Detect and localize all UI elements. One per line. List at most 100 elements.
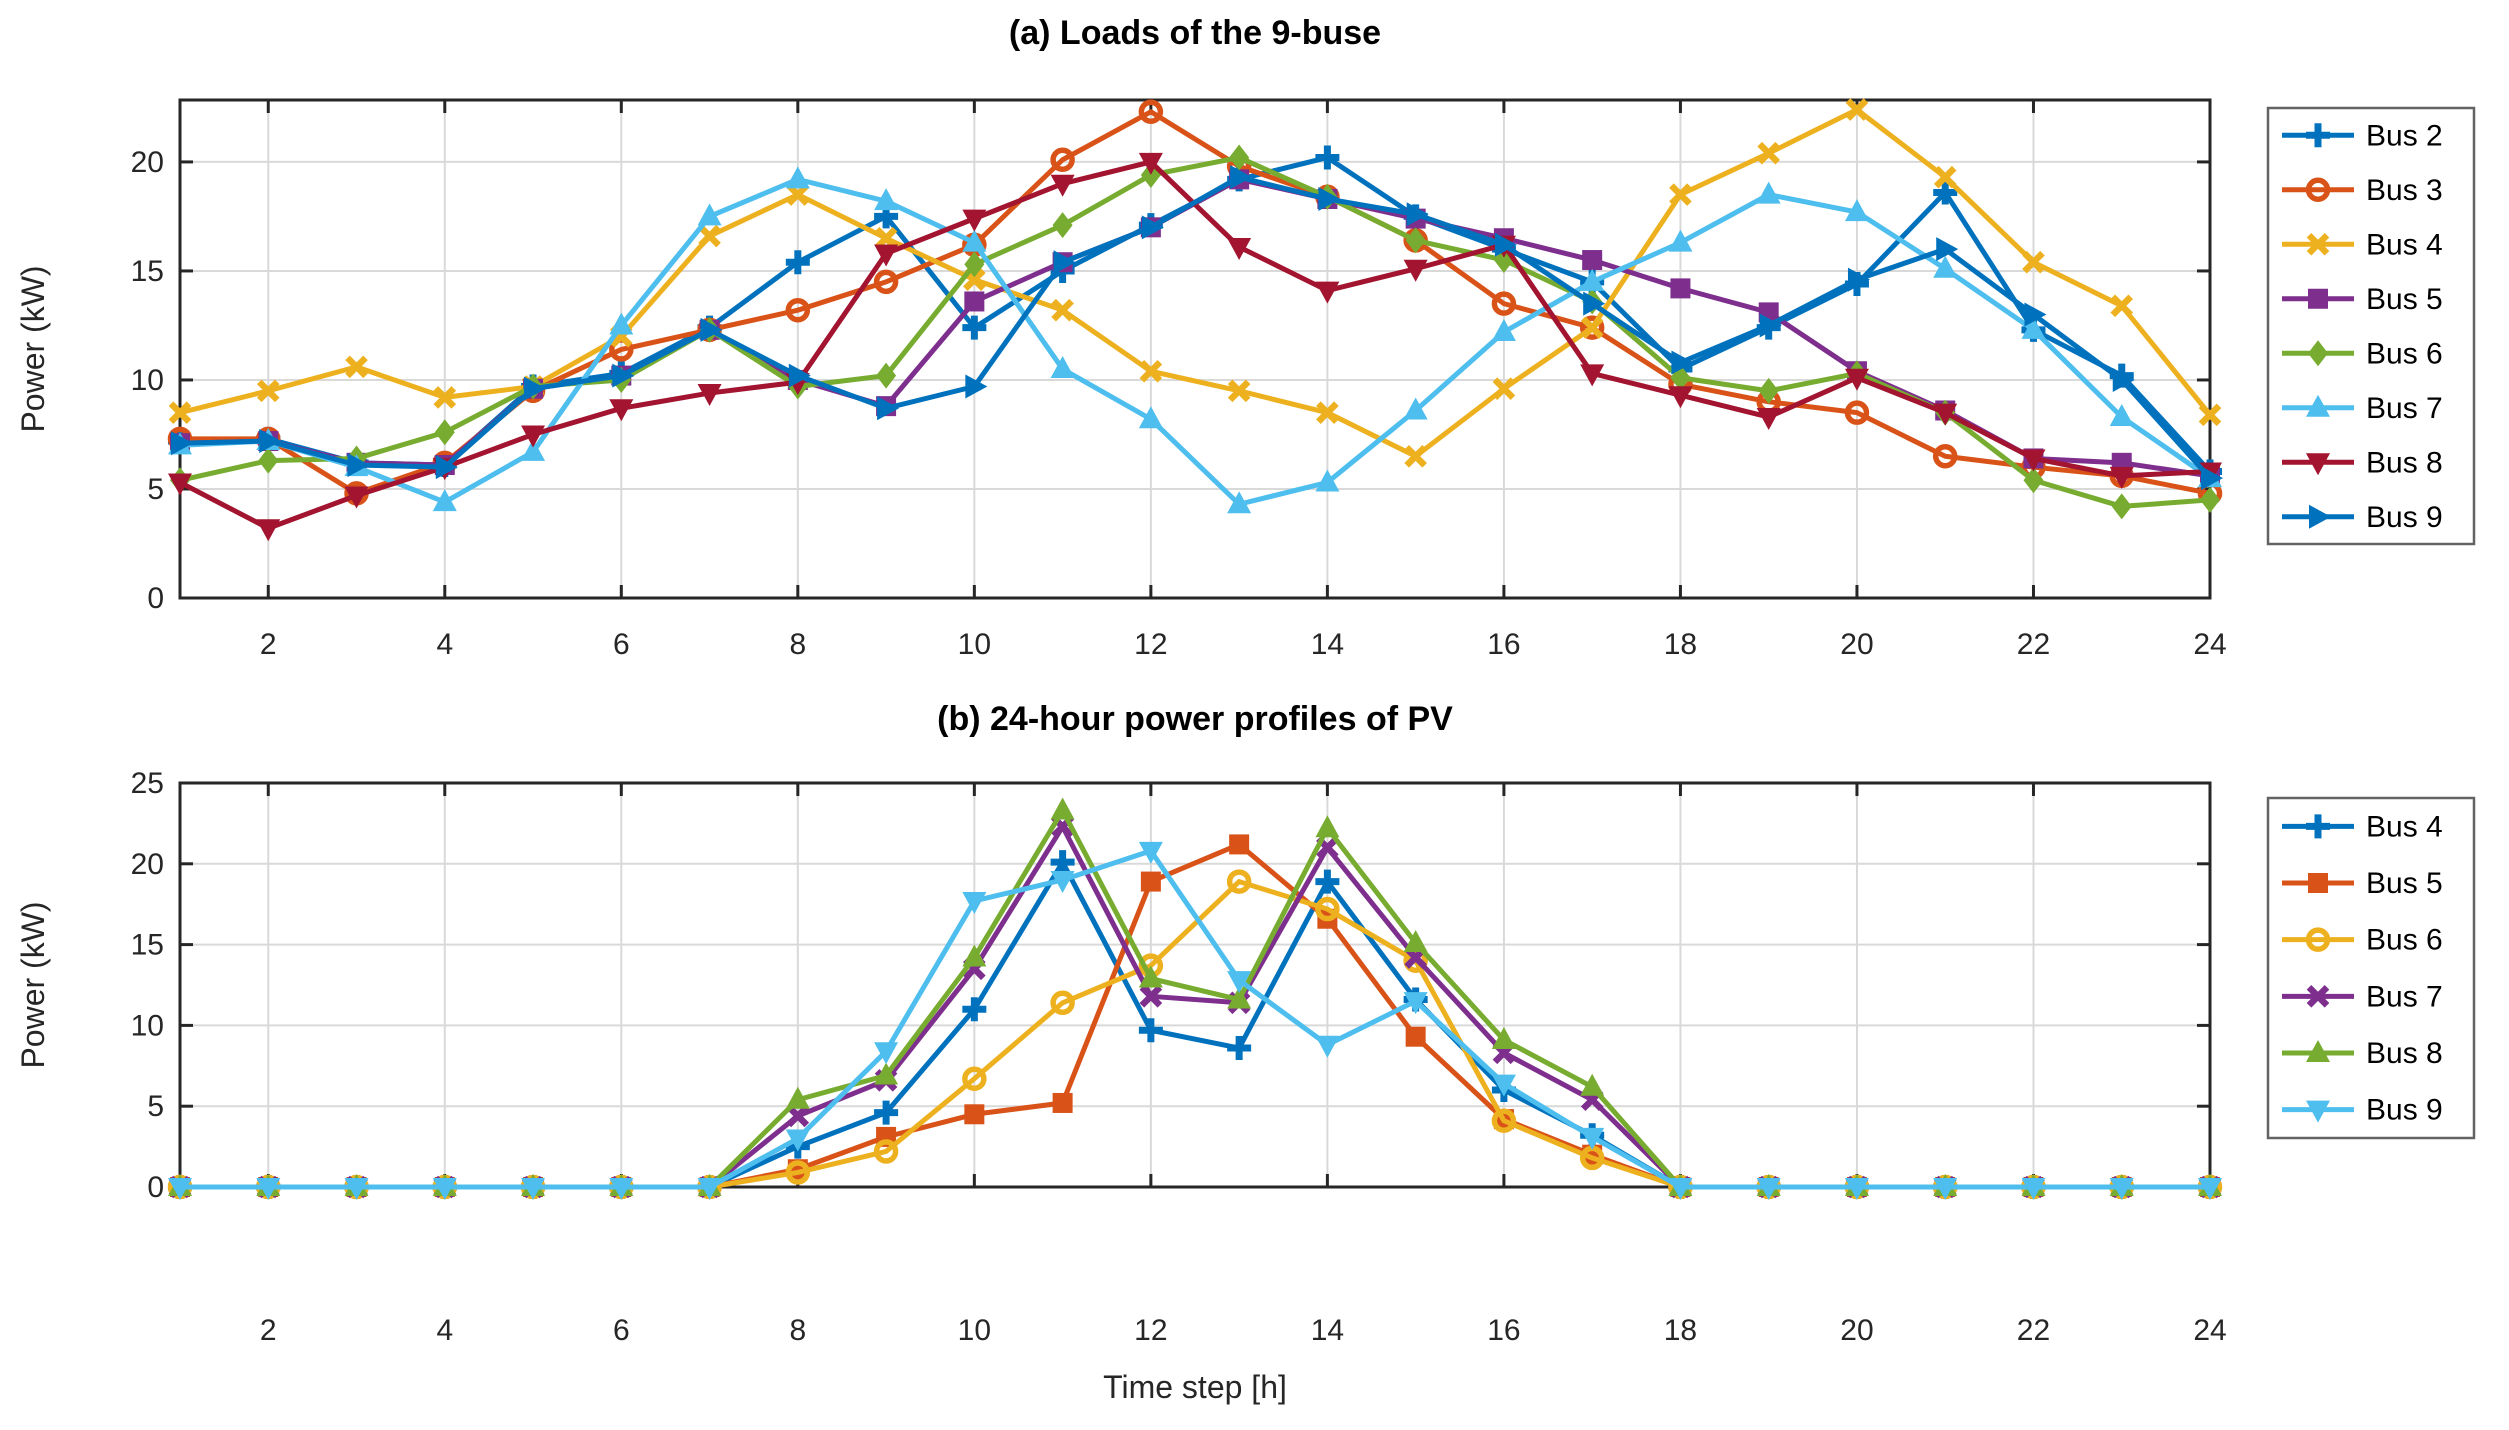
data-point [1933,165,1957,189]
x-tick-label: 24 [2193,628,2226,661]
data-point [1491,318,1516,341]
data-point [1138,152,1163,175]
data-point [1053,250,1076,275]
y-tick-label: 20 [131,848,164,881]
data-point [1140,871,1161,892]
x-tick-label: 22 [2017,1314,2050,1347]
data-point [256,519,281,542]
y-tick-label: 25 [131,767,164,800]
data-point [1315,145,1340,170]
data-point [1580,364,1605,387]
x-tick-label: 10 [958,1314,991,1347]
data-point [1933,403,1958,426]
data-point [962,315,987,340]
data-point [1492,377,1516,400]
legend-marker-circle-icon [2305,927,2331,952]
data-point [524,376,547,401]
x-tick-label: 2 [260,1314,277,1347]
data-point [1315,869,1340,894]
data-point [1582,250,1603,271]
legend-marker-plus-icon [2306,814,2330,839]
data-point [1403,929,1428,952]
data-point [433,386,457,409]
data-point [874,1042,899,1065]
data-point [962,209,987,232]
legend-marker-square-icon [2308,873,2328,893]
legend-label: Bus 6 [2366,924,2443,957]
data-point [785,1129,810,1152]
data-point [1138,965,1163,988]
legend-item: Bus 3 [2282,174,2443,207]
data-point [168,473,192,496]
x-tick-label: 4 [436,628,453,661]
x-tick-label: 8 [789,1314,806,1347]
legend-label: Bus 9 [2366,1094,2443,1127]
data-point [1227,379,1251,403]
data-point [1759,313,1782,338]
x-tick-label: 4 [436,1314,453,1347]
data-point [1226,869,1252,894]
data-point [1670,278,1691,299]
legend-marker-x-icon [2306,232,2330,256]
y-tick-label: 10 [131,1009,164,1042]
data-point [2109,1178,2134,1200]
data-point [1491,291,1517,316]
data-point [2021,316,2046,339]
data-point [2201,466,2223,491]
data-point [1668,229,1693,252]
data-point [1050,797,1075,820]
x-tick-label: 12 [1134,628,1167,661]
data-point [1671,350,1694,375]
data-point [785,166,810,189]
data-point [1580,316,1604,339]
data-point [1050,870,1075,893]
data-point [962,229,987,252]
data-point [168,1178,192,1200]
legend-label: Bus 6 [2366,337,2443,370]
data-point [1050,356,1075,379]
y-axis-label: Power (kW) [15,901,51,1068]
legend-label: Bus 4 [2366,810,2443,843]
data-point [1933,180,1958,205]
data-point [1579,315,1605,340]
data-point [609,399,634,422]
legend-marker-triangle-down-icon [2306,453,2330,476]
data-point [347,452,370,477]
legend-item: Bus 8 [2282,1037,2443,1070]
data-point [1580,1127,1605,1150]
legend-marker-triangle-up-icon [2306,394,2330,417]
data-point [1406,202,1429,227]
data-point [1403,397,1428,420]
data-point [1932,444,1958,469]
legend-marker-triangle-right-icon [2309,504,2331,529]
data-point [786,183,810,206]
legend-item: Bus 9 [2282,1094,2443,1127]
data-point [1669,183,1692,206]
y-axis-label: Power (kW) [15,265,51,432]
data-point [874,226,898,250]
data-point [1227,237,1252,260]
data-point [432,1178,457,1200]
data-point [434,419,455,446]
data-point [2109,404,2134,427]
data-point [2112,367,2135,392]
legend-item: Bus 4 [2282,810,2443,843]
data-point [964,291,985,312]
data-point [2021,1178,2046,1200]
data-point [2198,1178,2222,1200]
data-point [698,224,721,248]
data-point [962,944,987,967]
data-point [609,1178,634,1200]
legend-item: Bus 5 [2282,867,2443,900]
x-tick-label: 2 [260,628,277,661]
data-point [1491,1026,1516,1049]
data-point [1050,990,1075,1016]
data-point [1756,181,1781,204]
legend-label: Bus 5 [2366,283,2443,316]
data-point [344,1178,369,1200]
y-tick-label: 15 [131,929,164,962]
legend-box [2266,106,2476,546]
legend-box [2266,796,2476,1140]
legend-marker-plus-icon [2306,123,2330,148]
